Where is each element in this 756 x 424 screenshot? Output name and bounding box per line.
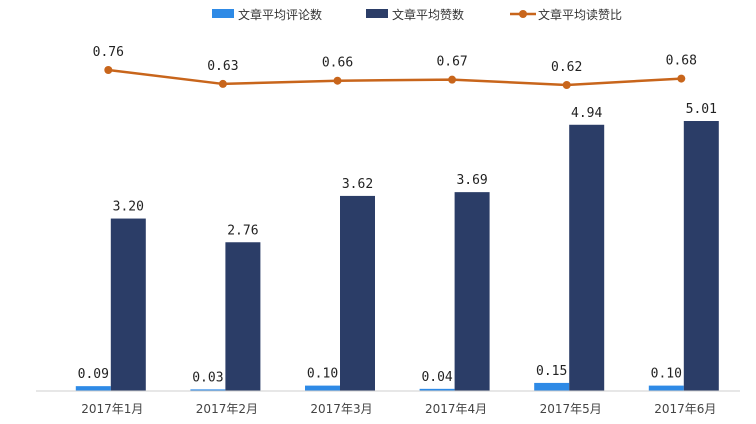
bar-comments-1 bbox=[75, 386, 111, 391]
line-series-layer bbox=[104, 66, 686, 89]
bar-likes-1 bbox=[110, 218, 146, 391]
label-ratio-5: 0.62 bbox=[551, 60, 582, 75]
label-comments-4: 0.04 bbox=[421, 370, 452, 385]
bar-likes-6 bbox=[683, 121, 719, 391]
line-ratio bbox=[108, 68, 682, 87]
x-tick-labels: 2017年1月 2017年2月 2017年3月 2017年4月 2017年5月 2017年… bbox=[81, 402, 716, 416]
label-comments-2: 0.03 bbox=[192, 370, 223, 385]
point-ratio-5 bbox=[562, 81, 571, 89]
label-ratio-3: 0.66 bbox=[322, 56, 353, 71]
bar-series-layer bbox=[75, 121, 719, 391]
legend-label-1: 文章平均评论数 bbox=[238, 7, 322, 22]
point-ratio-4 bbox=[448, 75, 457, 84]
legend-marker-3 bbox=[519, 10, 527, 18]
bar-likes-3 bbox=[340, 195, 375, 391]
label-ratio-4: 0.67 bbox=[436, 55, 467, 70]
x-tick-4: 2017年4月 bbox=[425, 402, 487, 416]
label-ratio-6: 0.68 bbox=[666, 54, 697, 69]
point-ratio-2 bbox=[218, 79, 227, 88]
label-ratio-1: 0.76 bbox=[93, 45, 124, 60]
bar-comments-5 bbox=[534, 382, 570, 391]
x-tick-3: 2017年3月 bbox=[310, 402, 372, 416]
bar-likes-5 bbox=[569, 124, 605, 391]
x-tick-5: 2017年5月 bbox=[540, 402, 602, 416]
bar-comments-4 bbox=[419, 388, 455, 391]
label-ratio-2: 0.63 bbox=[207, 59, 238, 74]
label-likes-6: 5.01 bbox=[686, 102, 717, 117]
bar-comments-3 bbox=[305, 385, 340, 391]
label-likes-5: 4.94 bbox=[571, 106, 602, 121]
label-likes-1: 3.20 bbox=[113, 200, 144, 215]
label-likes-3: 3.62 bbox=[342, 177, 373, 192]
point-ratio-3 bbox=[333, 76, 342, 85]
label-comments-3: 0.10 bbox=[307, 367, 338, 382]
legend-label-2: 文章平均赞数 bbox=[392, 7, 464, 22]
legend: 文章平均评论数 文章平均赞数 文章平均读赞比 bbox=[212, 7, 622, 22]
label-likes-4: 3.69 bbox=[456, 173, 487, 188]
label-comments-5: 0.15 bbox=[536, 364, 567, 379]
label-comments-1: 0.09 bbox=[78, 367, 109, 382]
point-ratio-1 bbox=[104, 66, 113, 74]
bar-comments-6 bbox=[648, 385, 684, 391]
label-likes-2: 2.76 bbox=[227, 223, 258, 238]
x-tick-2: 2017年2月 bbox=[196, 402, 258, 416]
legend-swatch-2 bbox=[366, 9, 388, 18]
x-tick-1: 2017年1月 bbox=[81, 402, 143, 416]
x-tick-6: 2017年6月 bbox=[654, 402, 716, 416]
data-labels: 0.09 3.20 0.03 2.76 0.10 3.62 0.04 3.69 0.15 4.94… bbox=[78, 45, 717, 385]
bar-likes-2 bbox=[225, 242, 261, 391]
legend-swatch-1 bbox=[212, 9, 234, 18]
point-ratio-6 bbox=[677, 74, 686, 83]
label-comments-6: 0.10 bbox=[651, 367, 682, 382]
bar-likes-4 bbox=[454, 192, 490, 391]
legend-label-3: 文章平均读赞比 bbox=[538, 7, 622, 22]
bar-comments-2 bbox=[190, 389, 226, 391]
